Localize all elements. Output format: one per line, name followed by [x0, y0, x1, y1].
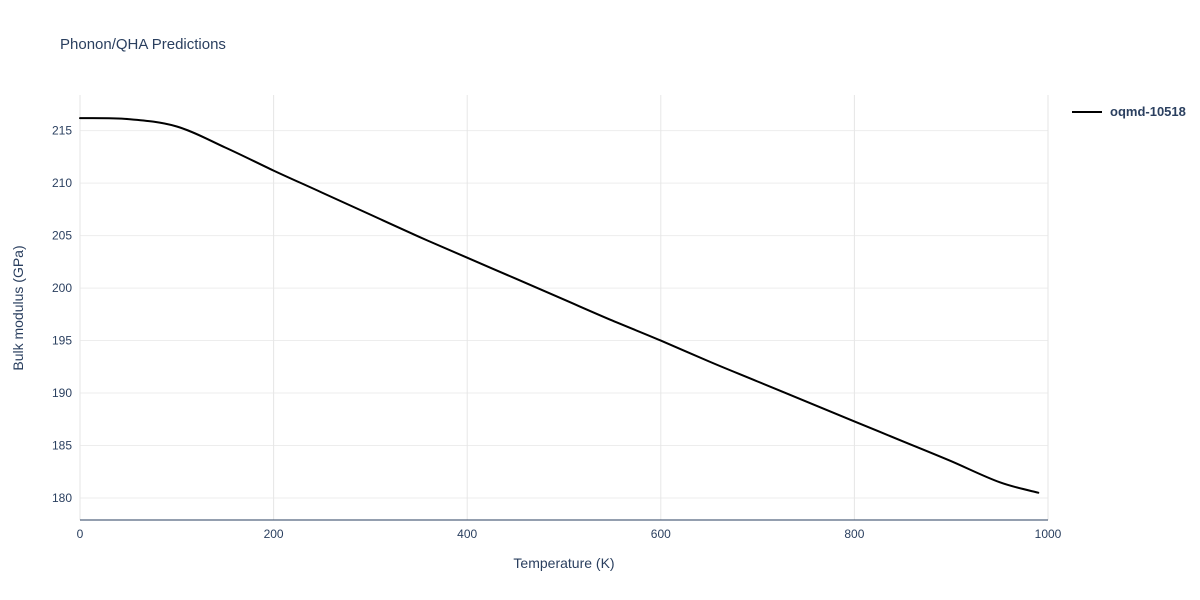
y-tick-label: 210: [52, 176, 72, 190]
series-line: [79, 117, 1040, 494]
legend-line-sample: [1072, 110, 1102, 113]
x-tick-label: 1000: [1035, 527, 1062, 541]
y-tick-label: 200: [52, 281, 72, 295]
x-axis-title: Temperature (K): [513, 555, 615, 571]
x-tick-label: 200: [264, 527, 284, 541]
y-tick-label: 215: [52, 124, 72, 138]
x-tick-label: 600: [651, 527, 671, 541]
y-tick-label: 190: [52, 386, 72, 400]
y-tick-label: 180: [52, 491, 72, 505]
y-tick-label: 205: [52, 229, 72, 243]
legend-label: oqmd-10518: [1110, 104, 1186, 119]
x-tick-label: 400: [457, 527, 477, 541]
x-tick-label: 800: [844, 527, 864, 541]
y-tick-label: 195: [52, 334, 72, 348]
y-tick-label: 185: [52, 438, 72, 452]
legend-item[interactable]: oqmd-10518: [1072, 104, 1186, 119]
x-tick-label: 0: [77, 527, 84, 541]
y-axis-title: Bulk modulus (GPa): [10, 245, 26, 371]
chart-title: Phonon/QHA Predictions: [60, 36, 226, 53]
